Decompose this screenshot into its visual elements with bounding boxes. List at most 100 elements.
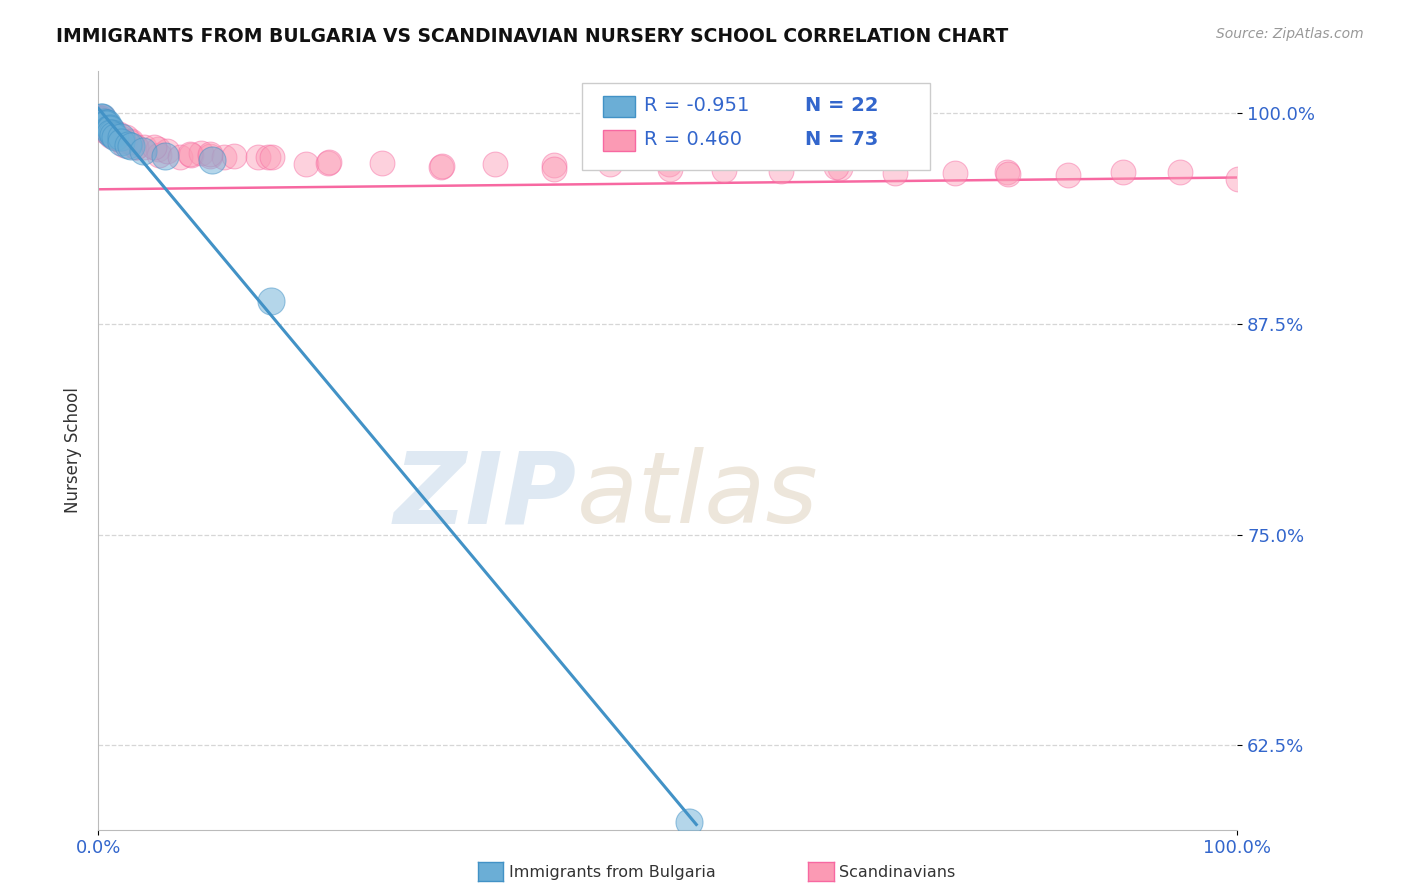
- Point: [101, 127, 124, 141]
- Point: [91, 111, 114, 125]
- Point: [316, 156, 339, 170]
- Point: [110, 135, 132, 149]
- Y-axis label: Nursery School: Nursery School: [63, 387, 82, 514]
- Point: [190, 146, 212, 161]
- Point: [86, 110, 108, 124]
- Point: [121, 139, 143, 153]
- Point: [90, 112, 112, 126]
- Text: Source: ZipAtlas.com: Source: ZipAtlas.com: [1216, 27, 1364, 41]
- Point: [90, 113, 112, 128]
- Point: [91, 110, 114, 124]
- Point: [96, 124, 118, 138]
- Point: [294, 157, 316, 171]
- Point: [97, 121, 120, 136]
- Point: [107, 132, 129, 146]
- Point: [995, 165, 1018, 179]
- Point: [830, 161, 852, 175]
- Point: [90, 118, 112, 132]
- Point: [169, 150, 191, 164]
- Point: [200, 147, 222, 161]
- Point: [179, 147, 201, 161]
- Text: atlas: atlas: [576, 448, 818, 544]
- Point: [100, 122, 122, 136]
- Point: [156, 144, 179, 158]
- FancyBboxPatch shape: [603, 95, 636, 117]
- Point: [94, 120, 117, 134]
- Point: [97, 122, 120, 136]
- Point: [103, 127, 125, 141]
- Point: [101, 123, 124, 137]
- Point: [90, 110, 112, 124]
- Point: [96, 121, 118, 136]
- Point: [997, 167, 1019, 181]
- Point: [98, 120, 121, 135]
- Point: [825, 160, 848, 174]
- Point: [1112, 165, 1135, 179]
- Point: [93, 117, 115, 131]
- Point: [1057, 168, 1080, 182]
- Point: [212, 150, 235, 164]
- Point: [115, 130, 138, 145]
- Text: N = 73: N = 73: [804, 130, 877, 149]
- Text: ZIP: ZIP: [394, 448, 576, 544]
- Point: [658, 157, 681, 171]
- Point: [543, 161, 565, 176]
- Point: [432, 159, 454, 173]
- Point: [103, 125, 125, 139]
- Point: [713, 162, 735, 177]
- Point: [1227, 172, 1250, 186]
- Point: [246, 150, 269, 164]
- Point: [201, 153, 224, 167]
- Point: [89, 112, 111, 126]
- Text: Scandinavians: Scandinavians: [839, 865, 956, 880]
- Text: R = 0.460: R = 0.460: [644, 130, 742, 149]
- Point: [884, 166, 907, 180]
- Point: [98, 126, 121, 140]
- Point: [371, 155, 394, 169]
- Point: [105, 130, 128, 145]
- Point: [118, 136, 141, 150]
- Point: [770, 164, 793, 178]
- Point: [93, 115, 115, 129]
- Text: N = 22: N = 22: [804, 96, 877, 115]
- Text: R = -0.951: R = -0.951: [644, 96, 749, 115]
- Point: [132, 144, 155, 158]
- Point: [110, 131, 132, 145]
- Point: [96, 116, 118, 130]
- Point: [429, 160, 451, 174]
- FancyBboxPatch shape: [582, 83, 929, 170]
- Point: [224, 149, 246, 163]
- Point: [124, 140, 146, 154]
- Point: [117, 137, 139, 152]
- Point: [543, 158, 565, 172]
- Point: [103, 128, 125, 143]
- Point: [103, 124, 125, 138]
- Point: [153, 149, 176, 163]
- Point: [262, 150, 284, 164]
- Point: [96, 117, 118, 131]
- Point: [146, 142, 169, 156]
- Point: [484, 157, 506, 171]
- Point: [134, 140, 156, 154]
- Point: [318, 155, 340, 169]
- Point: [200, 149, 222, 163]
- Text: Immigrants from Bulgaria: Immigrants from Bulgaria: [509, 865, 716, 880]
- Point: [112, 138, 135, 153]
- Point: [659, 161, 682, 176]
- Point: [1168, 165, 1191, 179]
- Point: [108, 128, 131, 142]
- Point: [101, 127, 124, 141]
- Point: [104, 130, 127, 145]
- Point: [96, 116, 118, 130]
- Point: [93, 124, 115, 138]
- Point: [678, 815, 700, 830]
- Point: [943, 166, 966, 180]
- Point: [110, 130, 132, 145]
- Point: [180, 148, 202, 162]
- Point: [599, 156, 621, 170]
- Point: [143, 139, 166, 153]
- Point: [100, 128, 122, 143]
- Text: IMMIGRANTS FROM BULGARIA VS SCANDINAVIAN NURSERY SCHOOL CORRELATION CHART: IMMIGRANTS FROM BULGARIA VS SCANDINAVIAN…: [56, 27, 1008, 45]
- Point: [148, 147, 170, 161]
- FancyBboxPatch shape: [603, 129, 636, 151]
